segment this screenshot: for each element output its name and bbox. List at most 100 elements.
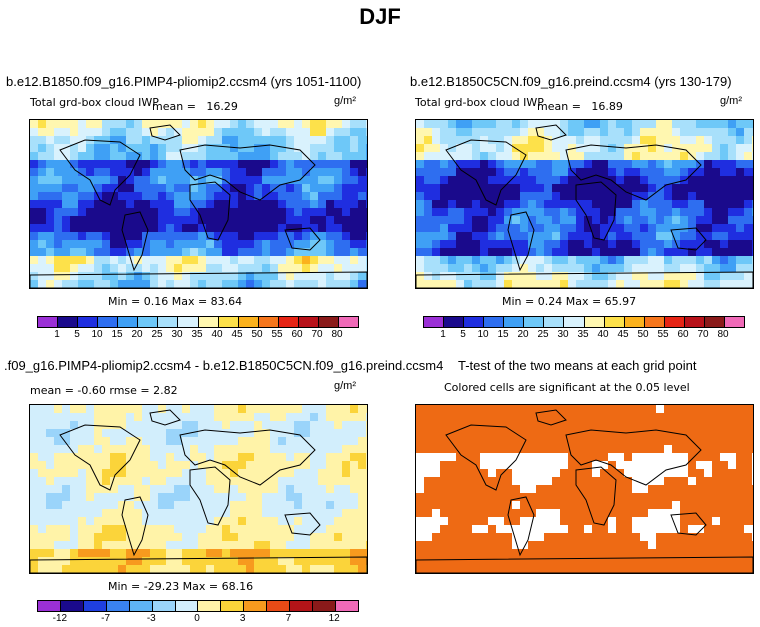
map-cell [488,168,496,176]
map-cell [584,120,592,128]
map-cell [254,280,262,288]
map-cell [696,264,704,272]
map-cell [190,208,198,216]
map-cell [302,208,310,216]
map-cell [110,128,118,136]
map-cell [736,485,744,493]
map-cell [672,533,680,541]
map-cell [488,160,496,168]
map-cell [230,477,238,485]
map-cell [142,160,150,168]
map-cell [544,485,552,493]
map-cell [720,405,728,413]
map-cell [158,152,166,160]
map-cell [30,445,38,453]
map-cell [496,144,504,152]
map-cell [480,224,488,232]
map-cell [440,224,448,232]
map-cell [608,421,616,429]
map-cell [46,533,54,541]
map-cell [584,280,592,288]
map-cell [504,493,512,501]
map-cell [86,232,94,240]
map-cell [102,192,110,200]
map-cell [150,144,158,152]
map-cell [166,429,174,437]
map-cell [166,445,174,453]
map-cell [560,477,568,485]
map-cell [358,128,366,136]
map-cell [672,461,680,469]
map-cell [110,453,118,461]
map-cell [464,128,472,136]
map-cell [318,525,326,533]
map-cell [616,453,624,461]
map-cell [584,128,592,136]
map-cell [752,517,753,525]
map-cell [94,160,102,168]
map-cell [624,461,632,469]
map-cell [94,208,102,216]
map-cell [632,216,640,224]
map-cell [552,493,560,501]
map-cell [520,264,528,272]
map-cell [310,501,318,509]
map-cell [334,453,342,461]
map-cell [30,256,38,264]
map-cell [62,176,70,184]
map-cell [46,280,54,288]
map-cell [728,565,736,573]
map-cell [358,216,366,224]
map-cell [448,445,456,453]
map-cell [704,152,712,160]
map-cell [62,160,70,168]
map-cell [126,256,134,264]
panel-tr-unit: g/m² [720,95,742,107]
map-cell [560,128,568,136]
map-cell [174,176,182,184]
map-cell [680,264,688,272]
map-cell [270,136,278,144]
map-cell [712,469,720,477]
map-cell [334,248,342,256]
map-cell [294,144,302,152]
map-cell [46,128,54,136]
colorbar-swatch [424,317,445,327]
map-cell [632,232,640,240]
map-cell [182,280,190,288]
map-cell [134,136,142,144]
map-cell [592,517,600,525]
map-cell [472,272,480,280]
map-cell [230,280,238,288]
map-cell [334,144,342,152]
map-cell [182,549,190,557]
map-cell [86,533,94,541]
map-cell [464,136,472,144]
map-cell [238,565,246,573]
map-cell [432,136,440,144]
map-cell [246,565,254,573]
map-cell [712,541,720,549]
map-cell [752,136,753,144]
map-cell [592,232,600,240]
map-cell [366,232,367,240]
map-cell [472,248,480,256]
map-cell [102,216,110,224]
map-cell [214,453,222,461]
map-cell [544,168,552,176]
map-cell [326,549,334,557]
colorbar-tick-label: 15 [497,329,509,340]
map-cell [696,232,704,240]
map-cell [190,272,198,280]
map-cell [680,192,688,200]
map-cell [270,501,278,509]
map-cell [38,485,46,493]
map-cell [544,224,552,232]
map-cell [616,437,624,445]
map-cell [416,232,424,240]
map-cell [278,469,286,477]
map-cell [342,565,350,573]
map-cell [190,280,198,288]
map-cell [182,461,190,469]
map-cell [456,184,464,192]
